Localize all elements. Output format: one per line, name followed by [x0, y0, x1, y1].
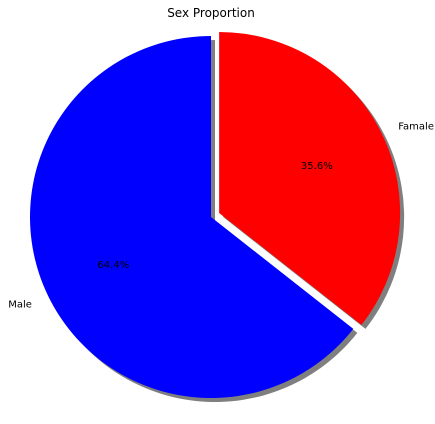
- pie-pct-label-famale: 35.6%: [301, 161, 333, 172]
- pie-slices: [30, 32, 401, 399]
- chart-title: Sex Proportion: [167, 6, 255, 20]
- pie-category-label-famale: Famale: [398, 122, 434, 133]
- pie-category-label-male: Male: [8, 300, 32, 311]
- pie-pct-label-male: 64.4%: [97, 260, 129, 271]
- pie-slice-famale: [219, 32, 401, 325]
- pie-slice-male: [30, 36, 354, 399]
- pie-labels: 64.4% Male 35.6% Famale: [8, 122, 434, 311]
